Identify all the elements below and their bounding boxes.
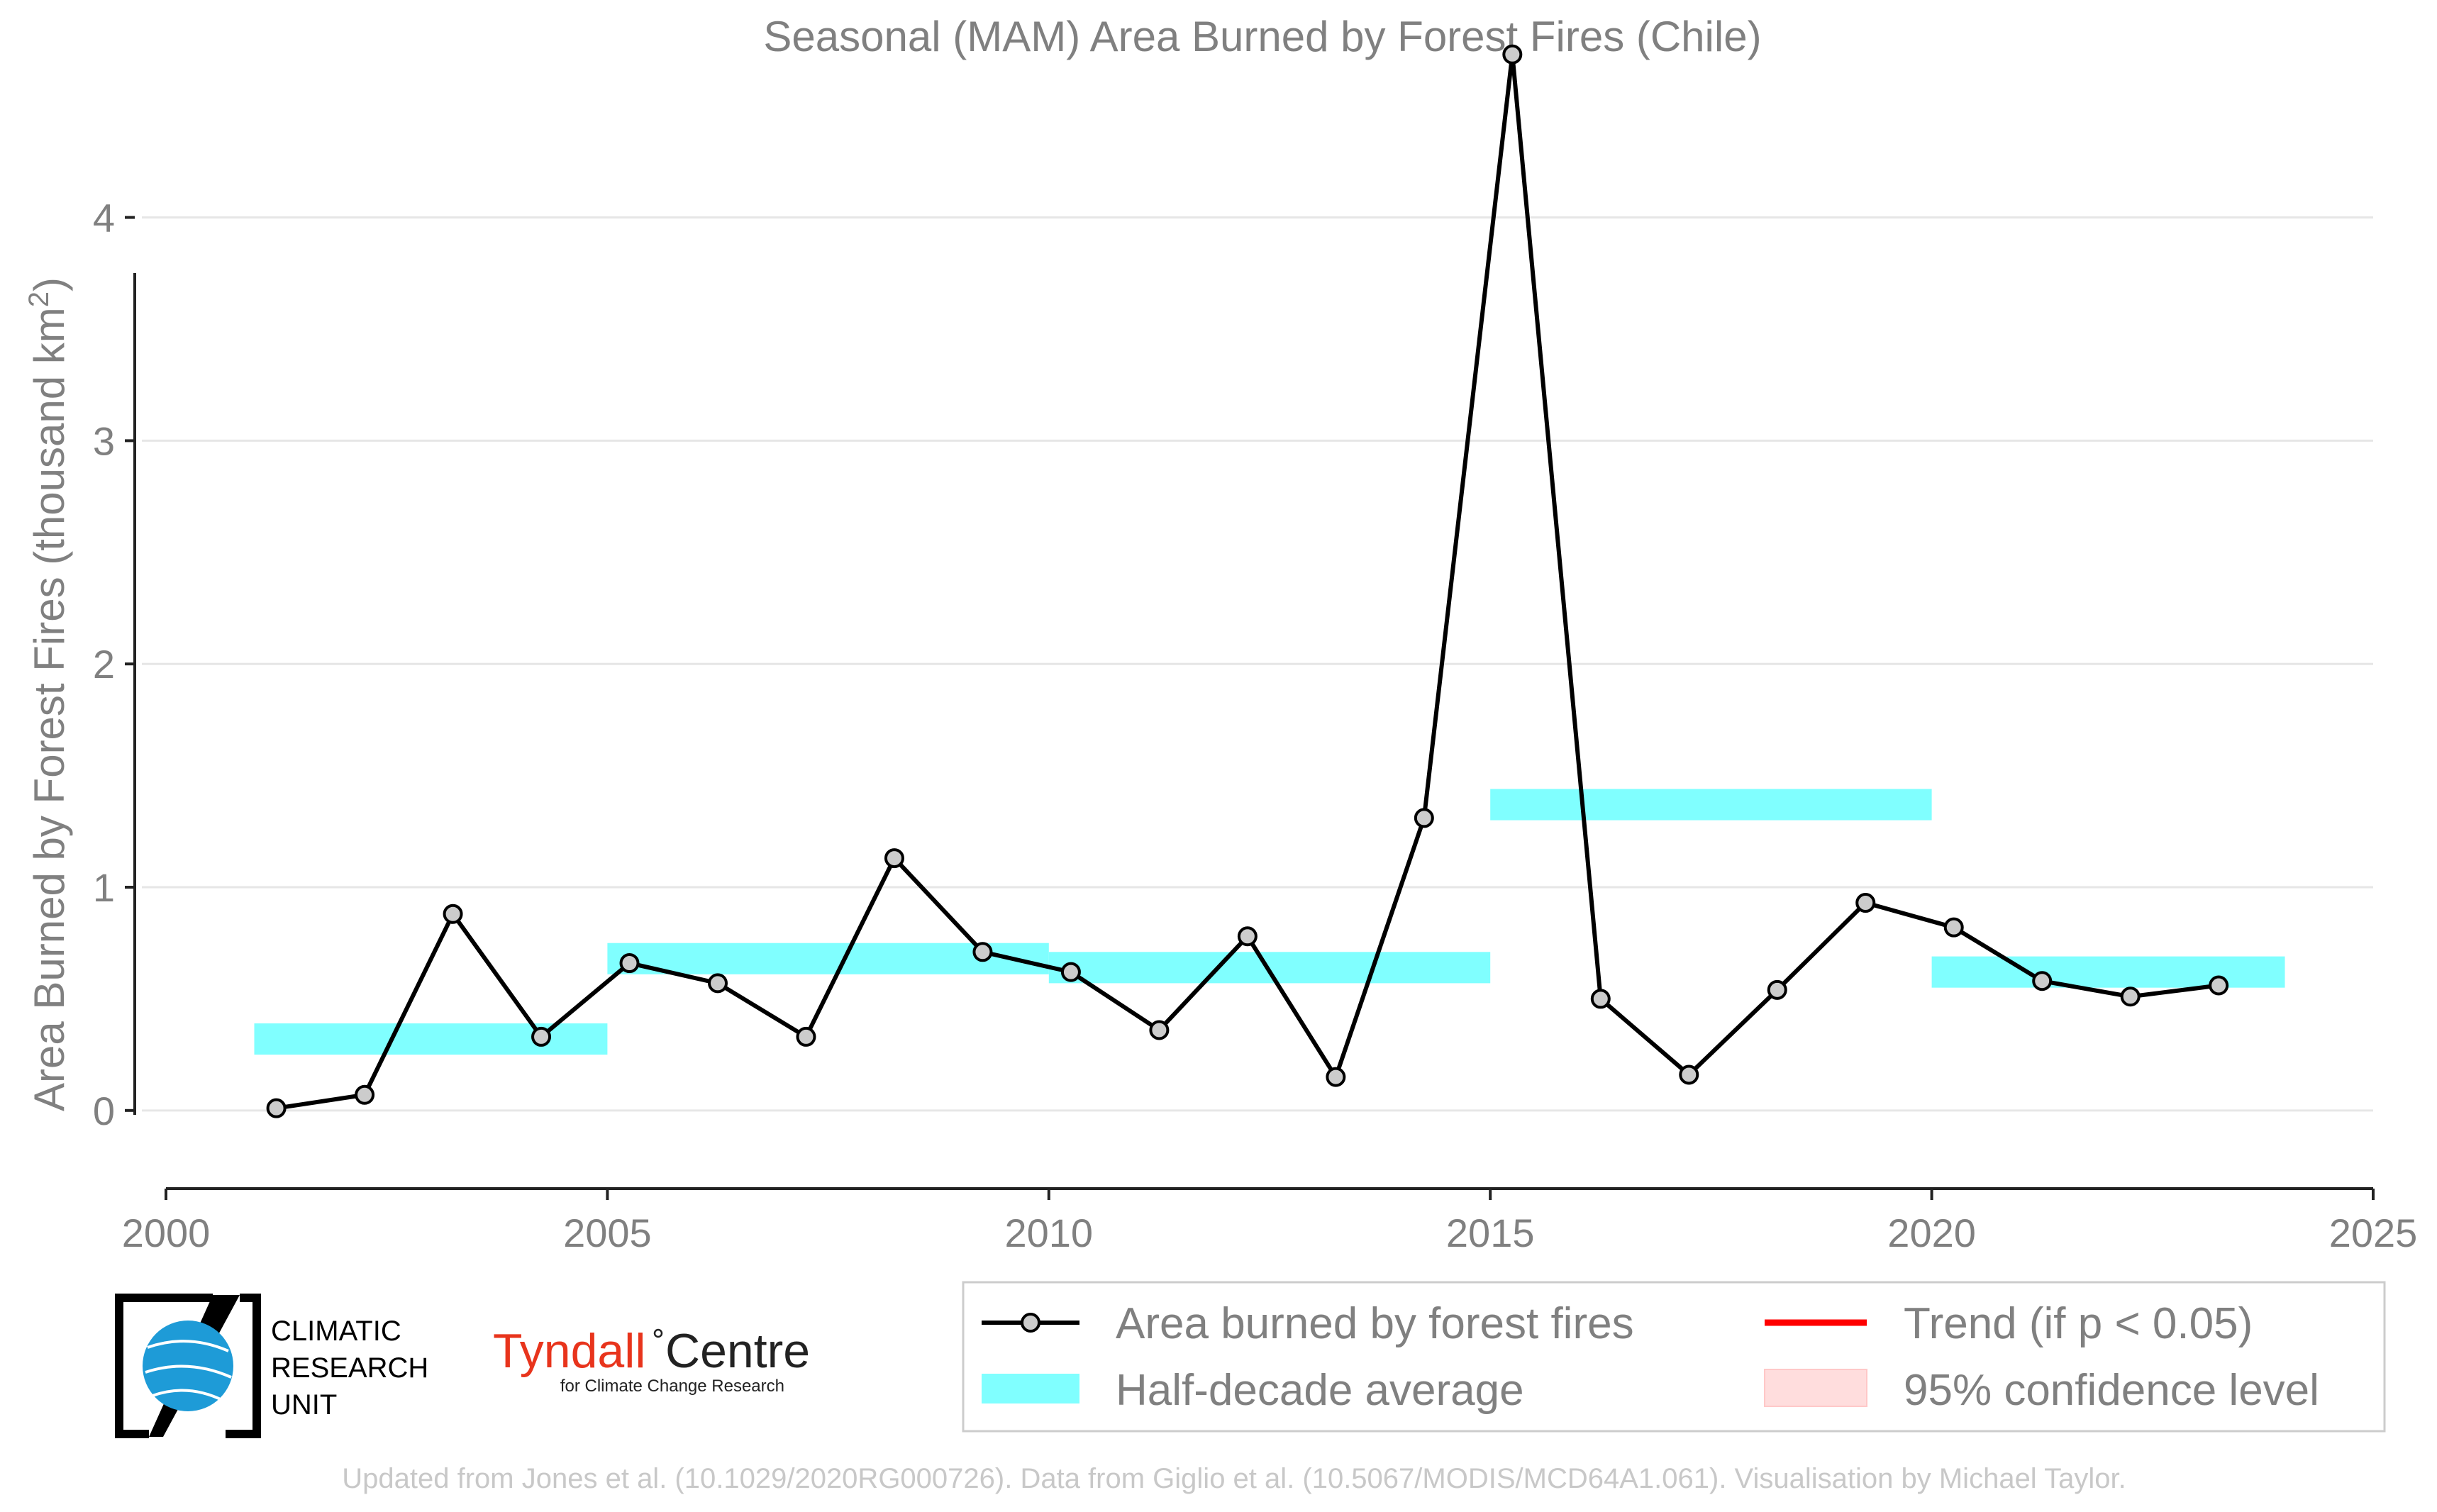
x-tick-label: 2010 xyxy=(1005,1211,1094,1255)
cru-logo-line-3: UNIT xyxy=(271,1389,337,1421)
legend-label-confidence: 95% confidence level xyxy=(1904,1366,2319,1415)
legend-box xyxy=(962,1281,2386,1433)
data-point xyxy=(443,904,463,924)
y-tick-label: 2 xyxy=(93,642,115,686)
data-point xyxy=(884,848,904,869)
data-point xyxy=(355,1084,375,1105)
data-point xyxy=(1767,979,1787,1000)
tyndall-logo-subtitle: for Climate Change Research xyxy=(560,1377,784,1396)
data-point xyxy=(531,1026,552,1047)
data-point xyxy=(266,1098,287,1118)
y-axis-label: Area Burned by Forest Fires (thousand km… xyxy=(23,277,73,1111)
data-point xyxy=(1414,808,1434,828)
chart-title: Seasonal (MAM) Area Burned by Forest Fir… xyxy=(763,13,1761,60)
data-point xyxy=(1237,926,1258,947)
half-decade-bar-3 xyxy=(1490,789,1932,821)
series-area-burned xyxy=(266,44,2229,1118)
half-decade-bar-4 xyxy=(1931,956,2285,988)
legend-item-area-burned: Area burned by forest fires xyxy=(982,1299,1634,1348)
cru-logo-line-1: CLIMATIC xyxy=(271,1316,401,1347)
tyndall-logo: Tyndall Centre for Climate Change Resear… xyxy=(493,1324,810,1396)
data-point xyxy=(972,942,993,962)
legend: Area burned by forest fires Trend (if p … xyxy=(962,1281,2386,1433)
y-ticks: 0 1 2 3 4 xyxy=(93,196,135,1133)
globe-icon-waves xyxy=(145,1340,232,1402)
data-point xyxy=(1060,962,1081,982)
data-point xyxy=(2032,971,2053,991)
series-line xyxy=(276,52,2219,1111)
x-tick-label: 2015 xyxy=(1446,1211,1535,1255)
data-point xyxy=(1679,1064,1699,1085)
gridlines xyxy=(142,216,2373,1112)
y-tick-label: 1 xyxy=(93,865,115,910)
tyndall-degree-icon xyxy=(653,1328,663,1338)
legend-label-half-decade: Half-decade average xyxy=(1116,1366,1524,1415)
legend-item-trend: Trend (if p < 0.05) xyxy=(1765,1299,2253,1348)
data-point xyxy=(796,1026,816,1047)
data-point xyxy=(619,953,640,974)
legend-item-confidence: 95% confidence level xyxy=(1764,1366,2319,1415)
data-point xyxy=(1943,917,1964,938)
tyndall-logo-name: Tyndall xyxy=(493,1324,645,1378)
cru-logo-line-2: RESEARCH xyxy=(271,1352,428,1384)
data-point xyxy=(1326,1067,1346,1087)
y-tick-label: 4 xyxy=(93,196,115,240)
legend-item-half-decade: Half-decade average xyxy=(982,1366,1524,1415)
data-point xyxy=(2209,975,2229,996)
legend-label-area-burned: Area burned by forest fires xyxy=(1116,1299,1634,1348)
legend-confidence-swatch xyxy=(1764,1369,1867,1407)
x-tick-label: 2000 xyxy=(122,1211,211,1255)
footer-credit: Updated from Jones et al. (10.1029/2020R… xyxy=(342,1463,2126,1494)
y-tick-label: 0 xyxy=(93,1089,115,1133)
legend-label-trend: Trend (if p < 0.05) xyxy=(1904,1299,2253,1348)
x-tick-label: 2005 xyxy=(563,1211,652,1255)
cru-logo: CLIMATIC RESEARCH UNIT xyxy=(115,1294,428,1438)
legend-half-decade-swatch xyxy=(982,1374,1079,1403)
data-point xyxy=(1590,989,1611,1009)
cru-logo-frame xyxy=(115,1294,261,1438)
data-point xyxy=(1855,893,1876,913)
half-decade-averages xyxy=(254,789,2285,1055)
data-point xyxy=(2120,986,2141,1007)
tyndall-logo-centre: Centre xyxy=(665,1324,810,1378)
data-point xyxy=(708,973,728,994)
data-point xyxy=(1502,44,1523,65)
x-tick-label: 2025 xyxy=(2329,1211,2418,1255)
x-ticks: 2000 2005 2010 2015 2020 2025 xyxy=(122,1189,2418,1255)
data-point xyxy=(1149,1020,1170,1040)
x-tick-label: 2020 xyxy=(1887,1211,1976,1255)
legend-marker-swatch xyxy=(1021,1313,1040,1333)
y-tick-label: 3 xyxy=(93,418,115,463)
